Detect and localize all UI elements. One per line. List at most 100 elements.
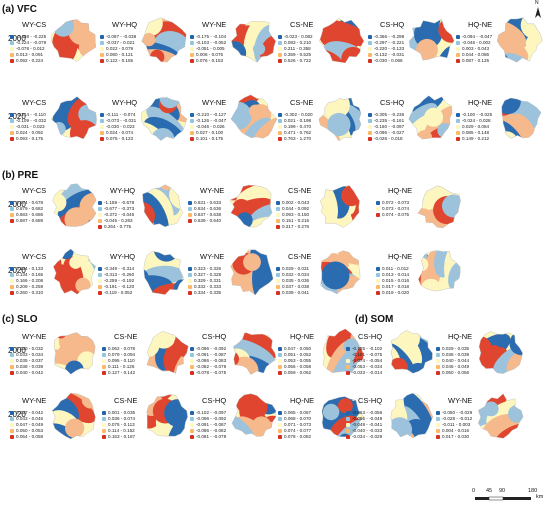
legend-item: -0.030 - 0.066	[368, 58, 404, 64]
legend-label: 0.151 - 0.216	[282, 218, 310, 223]
legend-item: -0.372 - -0.046	[98, 212, 134, 218]
legend-label: 0.040 - 0.044	[442, 358, 470, 363]
legend-item: 0.114 - 0.152	[102, 428, 135, 434]
legend-item: -0.096 - -0.092	[190, 346, 226, 352]
panel-title: CS-NE	[290, 98, 314, 107]
map-zone	[416, 38, 438, 61]
panel-title: CS-NE	[288, 252, 312, 261]
legend-label: -0.091 - -0.087	[196, 352, 227, 357]
map-legend: -0.094 - -0.047 -0.046 - 0.002 0.003 - 0.0…	[456, 34, 492, 64]
legend-swatch	[190, 417, 194, 421]
legend-swatch	[100, 137, 104, 141]
legend-item: -0.023 - 0.082	[278, 34, 313, 40]
legend-label: -0.028 - -0.012	[442, 416, 473, 421]
map-zone	[75, 277, 91, 293]
watershed-map	[229, 184, 273, 228]
legend-label: 0.083 - 0.210	[284, 40, 312, 45]
map-zone	[351, 186, 360, 200]
map-legend: -0.050 - -0.029 -0.028 - -0.012 -0.011 - 0…	[436, 410, 472, 440]
legend-item: 0.065 - 0.067	[278, 410, 311, 416]
legend-label: 0.217 - 0.276	[282, 224, 310, 229]
legend-item: 0.021 - 0.198	[278, 118, 313, 124]
legend-label: -0.160 - -0.097	[374, 124, 405, 129]
legend-item: 0.036 - 0.074	[102, 416, 135, 422]
legend-label: -0.051 - 0.005	[196, 46, 225, 51]
legend-item: -0.033 - -0.014	[346, 370, 382, 376]
legend-label: 0.019 - 0.020	[382, 290, 410, 295]
map-fill-group	[229, 185, 273, 228]
legend-item: 0.047 - 0.050	[278, 346, 311, 352]
legend-item: 0.122 - 0.155	[100, 58, 136, 64]
legend-swatch	[102, 429, 106, 433]
map-legend: 0.065 - 0.067 0.068 - 0.070 0.071 - 0.073 0…	[278, 410, 311, 440]
legend-item: -0.214 - -0.110	[10, 112, 46, 118]
legend-item: 0.323 - 0.326	[188, 266, 221, 272]
legend-label: 0.260 - 0.310	[16, 290, 44, 295]
legend-swatch	[278, 365, 282, 369]
map-outline	[53, 248, 96, 295]
map-legend: -0.175 - -0.104 -0.103 - -0.052 -0.051 - 0…	[190, 34, 226, 64]
map-zone	[243, 253, 261, 271]
panel-title: WY-NE	[22, 396, 47, 405]
legend-swatch	[188, 279, 192, 283]
legend-swatch	[10, 35, 14, 39]
map-legend: 0.029 - 0.035 0.036 - 0.039 0.040 - 0.044 0…	[436, 346, 469, 376]
legend-item: 0.134 - 0.165	[10, 272, 43, 278]
legend-item: -0.024 - 0.028	[456, 118, 492, 124]
map-fill-group	[417, 185, 461, 228]
legend-label: 0.073 - 0.074	[382, 206, 410, 211]
legend-label: -0.349 - -0.314	[104, 266, 135, 271]
legend-item: 0.327 - 0.328	[188, 272, 221, 278]
legend-item: -0.034 - -0.029	[346, 434, 382, 440]
panel-title: WY-HQ	[110, 252, 136, 261]
legend-item: -0.119 - 0.052	[98, 290, 134, 296]
legend-swatch	[190, 347, 194, 351]
legend-label: -0.313 - -0.260	[104, 272, 135, 277]
legend-label: 0.017 - 0.018	[382, 284, 410, 289]
map-outline	[320, 250, 361, 295]
map-fill-group	[233, 332, 277, 375]
map-outline	[233, 331, 277, 375]
map-fill-group	[146, 331, 189, 374]
map-outline	[230, 249, 274, 296]
year-label: 2020	[8, 410, 26, 419]
legend-item: -0.030 - 0.023	[100, 124, 136, 130]
legend-label: 0.093 - 0.175	[16, 136, 44, 141]
legend-swatch	[278, 359, 282, 363]
legend-item: 0.059 - 0.062	[278, 370, 311, 376]
legend-label: 0.029 - 0.084	[462, 124, 490, 129]
legend-item: 0.080 - 0.121	[100, 52, 136, 58]
legend-label: 0.027 - 0.100	[196, 130, 224, 135]
legend-swatch	[190, 429, 194, 433]
legend-swatch	[190, 35, 194, 39]
legend-swatch	[436, 411, 440, 415]
legend-swatch	[376, 213, 380, 217]
legend-swatch	[190, 371, 194, 375]
legend-swatch	[10, 279, 14, 283]
legend-item: -0.109 - -0.032	[10, 118, 46, 124]
map-outline	[496, 17, 543, 63]
legend-item: 0.029 - 0.084	[456, 124, 492, 130]
legend-label: 0.683 - 0.686	[16, 212, 44, 217]
map-zone	[326, 328, 356, 358]
legend-item: -0.366 - -0.298	[368, 34, 404, 40]
legend-item: 0.024 - 0.074	[100, 130, 136, 136]
legend-label: 0.039 - 0.041	[282, 290, 310, 295]
watershed-map	[53, 332, 96, 375]
legend-swatch	[346, 359, 350, 363]
legend-swatch	[456, 47, 460, 51]
legend-label: -0.438 - -0.225	[16, 34, 47, 39]
legend-item: 0.687 - 0.689	[10, 218, 43, 224]
legend-label: 0.134 - 0.133	[16, 266, 44, 271]
legend-label: 0.001 - 0.035	[108, 410, 136, 415]
legend-swatch	[190, 113, 194, 117]
map-zone	[65, 418, 85, 438]
legend-swatch	[98, 219, 102, 223]
legend-label: 0.075 - 0.123	[106, 136, 134, 141]
legend-label: -0.078 - -0.075	[196, 370, 227, 375]
legend-item: 0.013 - 0.014	[376, 272, 409, 278]
map-legend: -0.302 - 0.020 0.021 - 0.198 0.199 - 0.470…	[278, 112, 313, 142]
watershed-map	[143, 250, 185, 295]
legend-swatch	[190, 59, 194, 63]
